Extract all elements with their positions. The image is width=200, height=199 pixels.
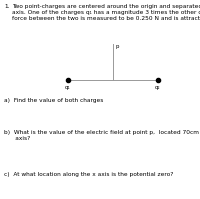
Text: Two point-charges are centered around the origin and separated by 70 cm along th: Two point-charges are centered around th…: [12, 4, 200, 21]
Text: q₂: q₂: [155, 85, 161, 90]
Text: a)  Find the value of both charges: a) Find the value of both charges: [4, 98, 103, 103]
Text: p: p: [116, 44, 120, 49]
Text: 1.: 1.: [4, 4, 10, 9]
Text: q₁: q₁: [65, 85, 71, 90]
Text: c)  At what location along the x axis is the potential zero?: c) At what location along the x axis is …: [4, 172, 173, 177]
Text: b)  What is the value of the electric field at point p,  located 70cm above the : b) What is the value of the electric fie…: [4, 130, 200, 141]
